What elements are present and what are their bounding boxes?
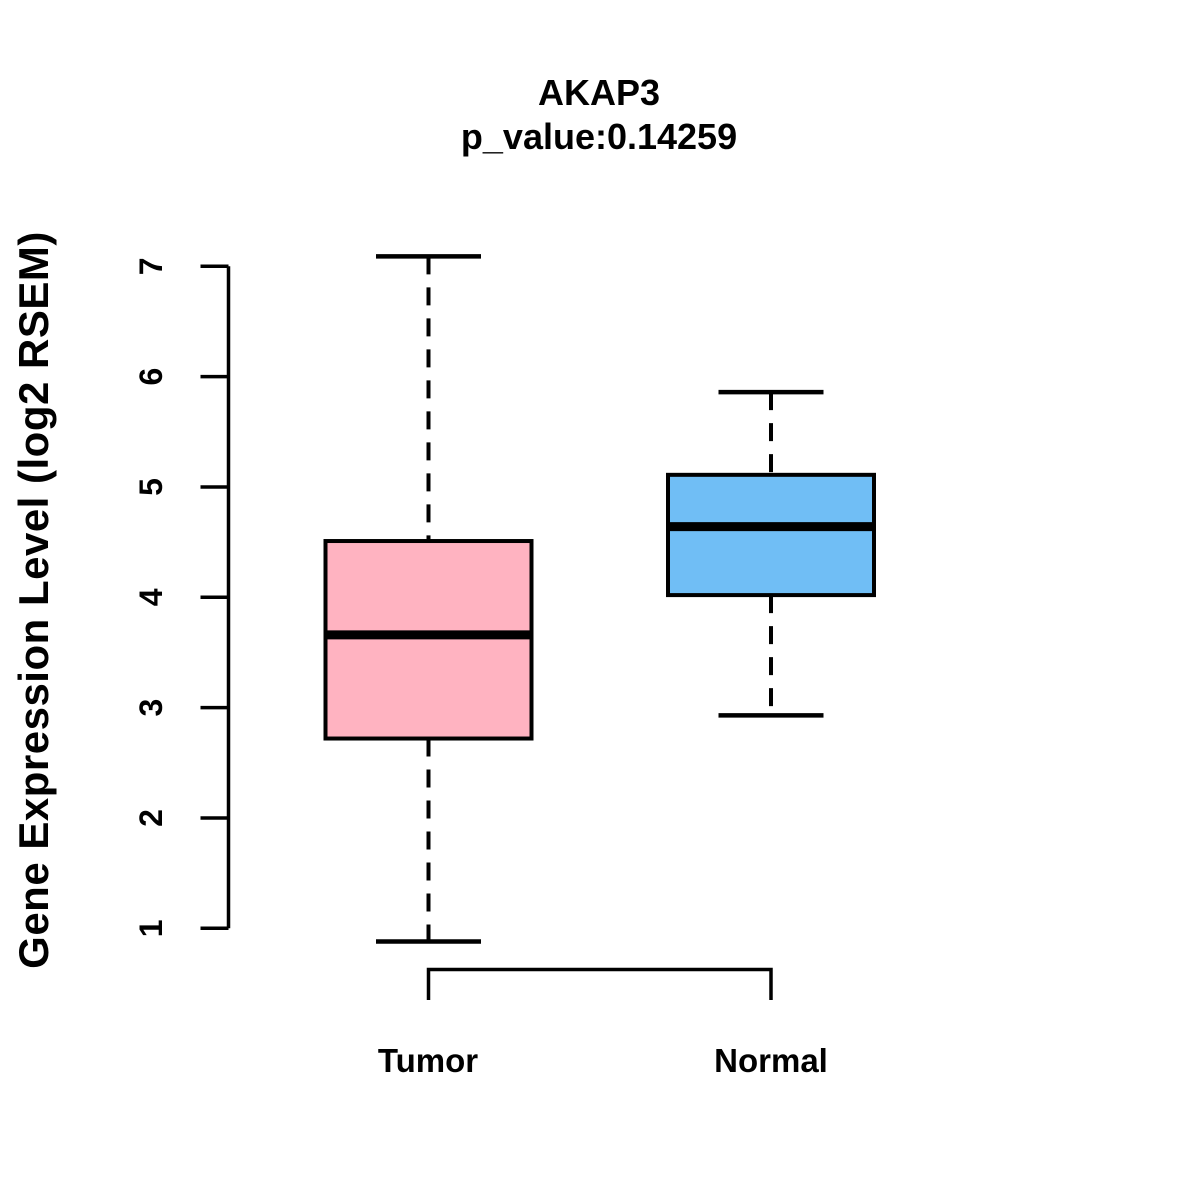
bracket-path (426, 967, 773, 1000)
y-axis-tick-label: 4 (133, 588, 169, 606)
chart-title: AKAP3 (537, 72, 661, 113)
box-groups (323, 254, 876, 944)
chart-subtitle: p_value:0.14259 (460, 116, 738, 157)
category-bracket (426, 967, 773, 1000)
y-axis-tick-label: 5 (133, 478, 169, 496)
y-axis-tick-label: 6 (133, 368, 169, 386)
box-group-normal (666, 389, 876, 718)
y-axis-tick-label: 7 (133, 257, 169, 275)
y-axis-tick-label: 3 (133, 699, 169, 717)
x-label-normal: Normal (714, 1042, 828, 1079)
iqr-box-normal (666, 472, 876, 598)
iqr-box-tumor (323, 539, 534, 741)
y-axis: 1 2 3 4 5 6 7 (133, 257, 231, 937)
y-axis-tick-label: 2 (133, 809, 169, 827)
y-axis-tick-label: 1 (133, 919, 169, 937)
box-group-tumor (323, 254, 534, 944)
x-label-tumor: Tumor (377, 1042, 479, 1079)
